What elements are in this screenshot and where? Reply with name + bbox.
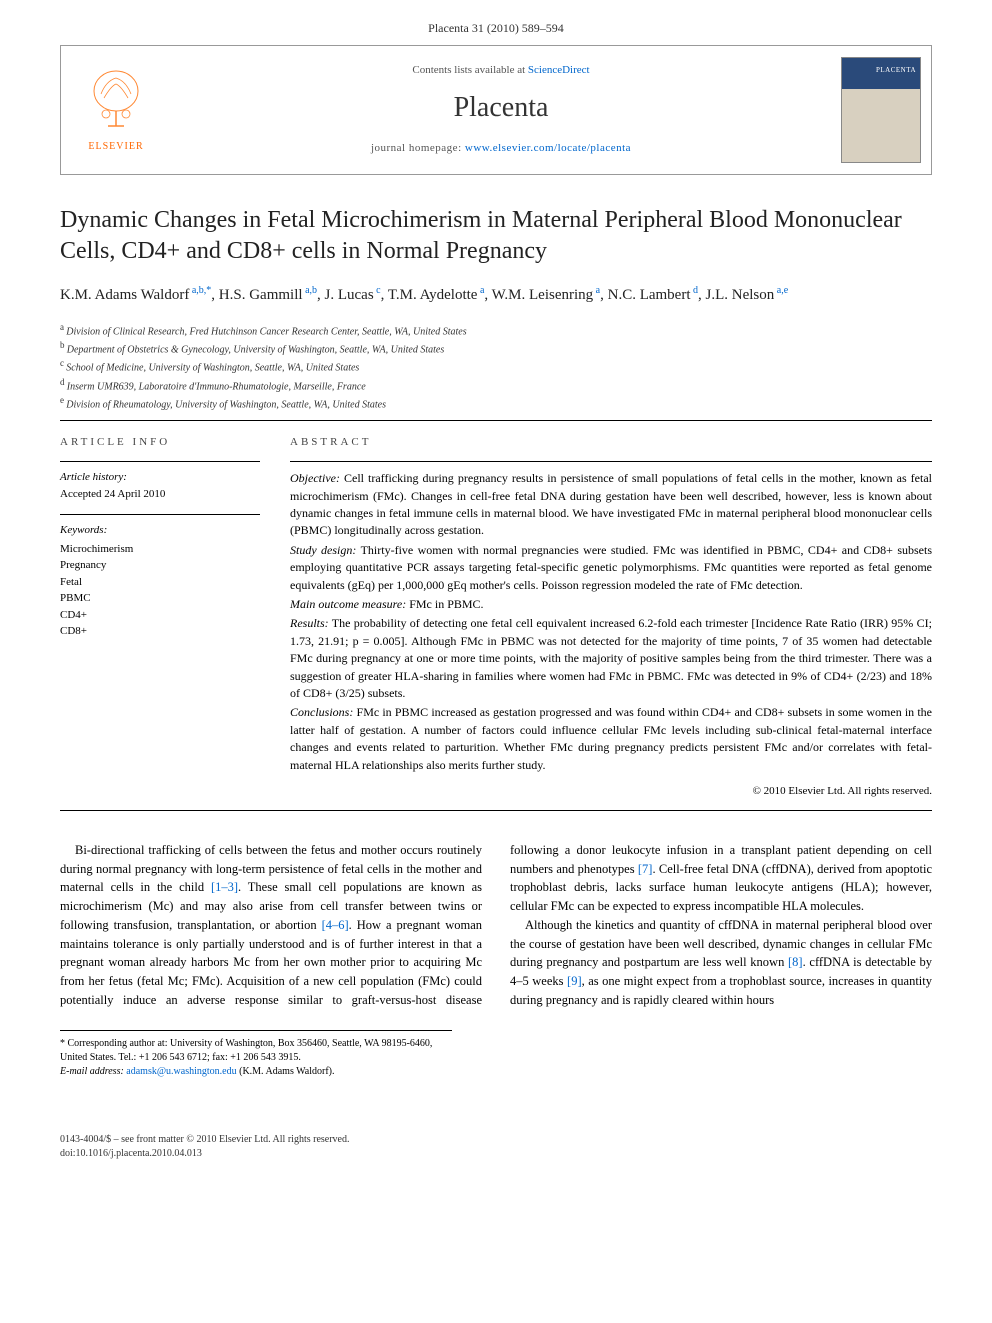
abstract-heading: ABSTRACT — [290, 435, 932, 451]
author: H.S. Gammill a,b — [219, 287, 317, 303]
conclusions-label: Conclusions: — [290, 705, 353, 719]
author-sup: c — [374, 285, 381, 296]
objective-label: Objective: — [290, 471, 340, 485]
rule-bottom — [60, 810, 932, 811]
mainoutcome-text: FMc in PBMC. — [409, 597, 483, 611]
studydesign-label: Study design: — [290, 543, 356, 557]
results-label: Results: — [290, 616, 329, 630]
author: K.M. Adams Waldorf a,b,* — [60, 287, 211, 303]
affiliation: a Division of Clinical Research, Fred Hu… — [60, 321, 932, 339]
results-text: The probability of detecting one fetal c… — [290, 616, 932, 700]
ref-link-3[interactable]: [7] — [638, 862, 653, 876]
contents-available: Contents lists available at ScienceDirec… — [412, 63, 589, 78]
affiliations: a Division of Clinical Research, Fred Hu… — [60, 321, 932, 413]
history-label: Article history: — [60, 470, 260, 485]
author-sup: a — [593, 285, 600, 296]
history-text: Accepted 24 April 2010 — [60, 487, 260, 502]
journal-cover-thumb — [831, 46, 931, 174]
keyword: Fetal — [60, 574, 260, 591]
elsevier-tree-icon — [86, 66, 146, 136]
abstract-col: ABSTRACT Objective: Cell trafficking dur… — [290, 435, 932, 800]
email-label: E-mail address: — [60, 1066, 124, 1077]
email-link[interactable]: adamsk@u.washington.edu — [126, 1066, 236, 1077]
author: W.M. Leisenring a — [492, 287, 600, 303]
rule-top — [60, 420, 932, 421]
author-sup: a,b — [303, 285, 317, 296]
journal-center: Contents lists available at ScienceDirec… — [171, 46, 831, 174]
info-abstract-row: ARTICLE INFO Article history: Accepted 2… — [60, 435, 932, 800]
conclusions-text: FMc in PBMC increased as gestation progr… — [290, 705, 932, 771]
keyword: CD4+ — [60, 607, 260, 624]
article-title: Dynamic Changes in Fetal Microchimerism … — [60, 205, 932, 267]
keywords-list: MicrochimerismPregnancyFetalPBMCCD4+CD8+ — [60, 541, 260, 640]
author: N.C. Lambert d — [608, 287, 698, 303]
journal-homepage: journal homepage: www.elsevier.com/locat… — [371, 141, 631, 156]
author-sup: d — [691, 285, 699, 296]
homepage-label: journal homepage: — [371, 142, 462, 154]
keywords-label: Keywords: — [60, 523, 260, 538]
doi-line: doi:10.1016/j.placenta.2010.04.013 — [60, 1147, 932, 1161]
mainoutcome-label: Main outcome measure: — [290, 597, 406, 611]
keyword: CD8+ — [60, 623, 260, 640]
keyword: Microchimerism — [60, 541, 260, 558]
ref-link-4[interactable]: [8] — [788, 955, 803, 969]
affiliation: d Inserm UMR639, Laboratoire d'Immuno-Rh… — [60, 376, 932, 394]
affiliation: e Division of Rheumatology, University o… — [60, 394, 932, 412]
journal-header-box: ELSEVIER Contents lists available at Sci… — [60, 45, 932, 175]
author: J. Lucas c — [325, 287, 381, 303]
bottom-meta: 0143-4004/$ – see front matter © 2010 El… — [0, 1119, 992, 1181]
affiliation: c School of Medicine, University of Wash… — [60, 357, 932, 375]
sciencedirect-link[interactable]: ScienceDirect — [528, 64, 590, 76]
journal-name: Placenta — [454, 88, 549, 127]
elsevier-label: ELSEVIER — [88, 140, 143, 154]
keyword: PBMC — [60, 590, 260, 607]
author-sup: a,e — [774, 285, 788, 296]
affiliation: b Department of Obstetrics & Gynecology,… — [60, 339, 932, 357]
cover-image — [841, 57, 921, 163]
body-text: Bi-directional trafficking of cells betw… — [60, 841, 932, 1010]
copyright: © 2010 Elsevier Ltd. All rights reserved… — [290, 784, 932, 800]
contents-text: Contents lists available at — [412, 64, 525, 76]
elsevier-logo: ELSEVIER — [61, 46, 171, 174]
issn-line: 0143-4004/$ – see front matter © 2010 El… — [60, 1133, 932, 1147]
author-sup: a,b,* — [189, 285, 211, 296]
ref-link-2[interactable]: [4–6] — [322, 918, 349, 932]
author-sup: a — [477, 285, 484, 296]
article-info-col: ARTICLE INFO Article history: Accepted 2… — [60, 435, 260, 800]
article-info-heading: ARTICLE INFO — [60, 435, 260, 450]
author-list: K.M. Adams Waldorf a,b,*, H.S. Gammill a… — [60, 283, 932, 307]
ref-link-5[interactable]: [9] — [567, 974, 582, 988]
page-citation: Placenta 31 (2010) 589–594 — [0, 0, 992, 45]
corresponding-author-footer: * Corresponding author at: University of… — [60, 1030, 452, 1079]
email-suffix: (K.M. Adams Waldorf). — [239, 1066, 334, 1077]
body-para-2: Although the kinetics and quantity of cf… — [510, 916, 932, 1010]
author: J.L. Nelson a,e — [706, 287, 789, 303]
studydesign-text: Thirty-five women with normal pregnancie… — [290, 543, 932, 592]
ref-link-1[interactable]: [1–3] — [211, 880, 238, 894]
keyword: Pregnancy — [60, 557, 260, 574]
corr-label: * Corresponding author at: — [60, 1038, 167, 1049]
homepage-link[interactable]: www.elsevier.com/locate/placenta — [465, 142, 631, 154]
objective-text: Cell trafficking during pregnancy result… — [290, 471, 932, 537]
author: T.M. Aydelotte a — [388, 287, 485, 303]
